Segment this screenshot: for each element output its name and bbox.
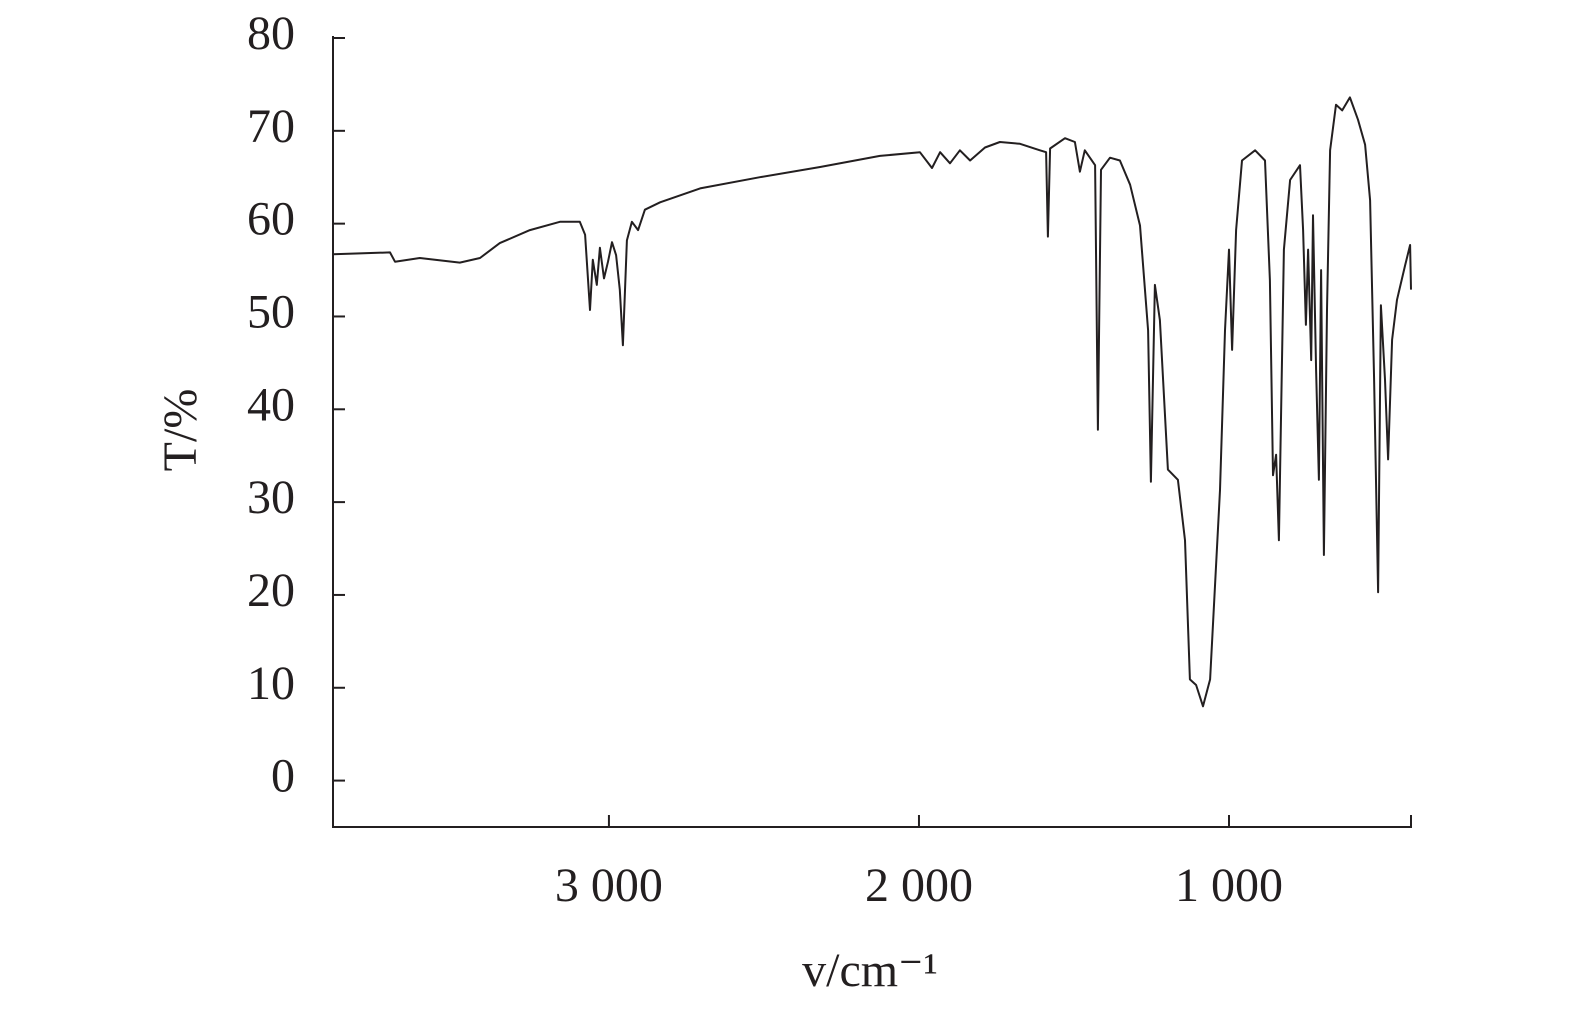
x-tick-label: 3 000 — [555, 859, 663, 912]
y-tick-label: 80 — [247, 7, 295, 60]
y-axis-label: T/% — [154, 389, 207, 472]
x-tick-label: 1 000 — [1175, 859, 1283, 912]
spectrum-line — [332, 96, 1412, 708]
y-tick-label: 40 — [247, 378, 295, 431]
y-tick-label: 10 — [247, 657, 295, 710]
y-tick-label: 50 — [247, 285, 295, 338]
x-tick-label: 2 000 — [865, 859, 973, 912]
x-axis-label: v/cm⁻¹ — [802, 944, 938, 997]
y-tick-label: 0 — [271, 750, 295, 803]
y-tick-label: 30 — [247, 471, 295, 524]
y-tick-label: 60 — [247, 193, 295, 246]
y-tick-label: 70 — [247, 100, 295, 153]
y-tick-label: 20 — [247, 564, 295, 617]
